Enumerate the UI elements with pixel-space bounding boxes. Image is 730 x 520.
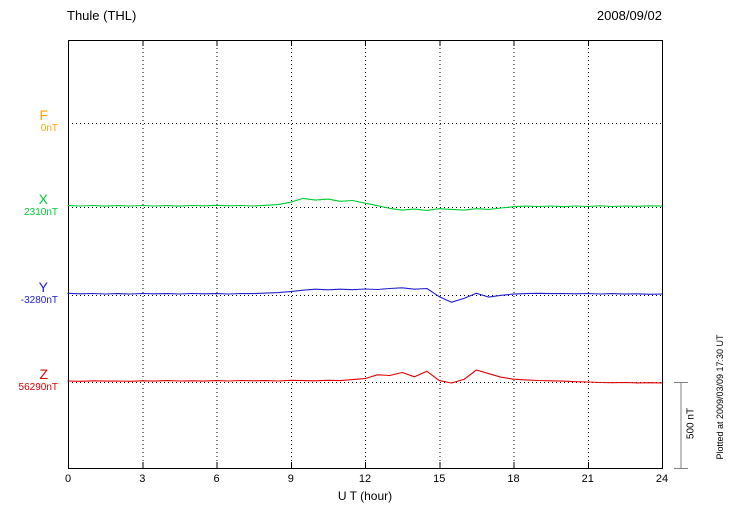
x-tick-label: 24 (656, 473, 668, 485)
series-letter-y: Y (38, 279, 48, 295)
x-tick-label: 18 (507, 473, 519, 485)
series-baseline-x: 2310nT (24, 207, 58, 218)
x-tick-label: 12 (359, 473, 371, 485)
x-tick-label: 21 (582, 473, 594, 485)
date-label: 2008/09/02 (596, 8, 662, 23)
x-tick-label: 9 (288, 473, 294, 485)
series-baseline-f: 0nT (40, 123, 58, 134)
series-letter-z: Z (39, 366, 48, 382)
series-label-y: Y -3280nT (4, 280, 58, 307)
x-tick-label: 0 (65, 473, 71, 485)
series-letter-x: X (38, 191, 48, 207)
series-baseline-z: 56290nT (18, 382, 58, 393)
scalebar-label: 500 nT (685, 407, 697, 440)
x-tick-label: 15 (433, 473, 445, 485)
series-label-z: Z 56290nT (4, 367, 58, 394)
trace-y (67, 287, 663, 303)
series-baseline-y: -3280nT (20, 295, 58, 306)
series-label-f: F 0nT (4, 108, 58, 135)
x-tick-label: 6 (213, 473, 219, 485)
trace-z (67, 369, 663, 384)
series-letter-f: F (39, 107, 48, 123)
x-axis-title: U T (hour) (337, 489, 393, 503)
x-tick-label: 3 (139, 473, 145, 485)
trace-x (67, 197, 663, 211)
page-title: Thule (THL) (67, 8, 137, 23)
plotted-at-note: Plotted at 2009/03/09 17:30 UT (715, 334, 725, 460)
series-label-x: X 2310nT (4, 192, 58, 219)
